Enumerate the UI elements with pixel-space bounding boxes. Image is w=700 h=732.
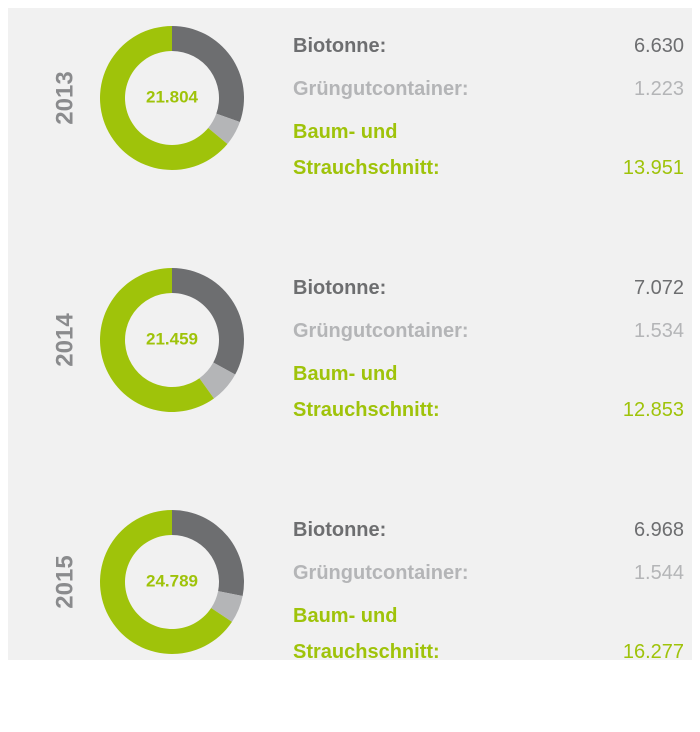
legend-row: Baum- und Strauchschnitt: 12.853 [293, 356, 684, 428]
total-label: 21.459 [146, 329, 198, 348]
legend-label: Grüngutcontainer: [293, 320, 469, 342]
total-label: 21.804 [146, 87, 199, 106]
legend-label: Grüngutcontainer: [293, 78, 469, 100]
legend-value: 12.853 [622, 399, 684, 421]
legend-label: Biotonne: [293, 35, 387, 57]
legend-row: Grüngutcontainer: 1.544 [293, 555, 684, 591]
donut-chart: 2013 21.804 [51, 26, 245, 171]
year-label: 2014 [51, 313, 78, 367]
legend-value: 16.277 [622, 641, 684, 663]
donut-segment [99, 26, 228, 171]
legend-value: 7.072 [633, 277, 684, 299]
legend-label: Baum- und Strauchschnitt: [293, 121, 440, 179]
legend-label: Baum- und Strauchschnitt: [293, 605, 440, 663]
donut-segment [100, 268, 214, 412]
legend-value: 1.544 [633, 562, 684, 584]
donut-segment [100, 510, 232, 654]
legend-row: Grüngutcontainer: 1.534 [293, 313, 684, 349]
donut-segment [211, 591, 243, 622]
legend-row: Biotonne: 6.968 [293, 512, 684, 548]
legend-row: Biotonne: 7.072 [293, 270, 684, 306]
donut-segment [172, 510, 245, 596]
chart-block: 2014 21.459 Biotonne: 7.072 Grüngutcontainer… [8, 250, 692, 490]
year-label: 2013 [51, 71, 78, 124]
donut-segment [199, 362, 236, 399]
legend-row: Grüngutcontainer: 1.223 [293, 71, 684, 107]
legend-value: 1.223 [633, 78, 684, 100]
donut-segment [172, 26, 245, 122]
chart-block: 2015 24.789 Biotonne: 6.968 Grüngutcontainer… [8, 492, 692, 732]
legend: Biotonne: 6.968 Grüngutcontainer: 1.544 Baum… [293, 512, 684, 677]
legend-row: Baum- und Strauchschnitt: 13.951 [293, 114, 684, 186]
donut-chart: 2015 24.789 [51, 510, 245, 654]
donut-segment [172, 268, 244, 375]
legend-value: 6.630 [633, 35, 684, 57]
legend-value: 13.951 [622, 157, 684, 179]
legend: Biotonne: 6.630 Grüngutcontainer: 1.223 Baum… [293, 28, 684, 193]
legend-label: Baum- und Strauchschnitt: [293, 363, 440, 421]
legend-row: Baum- und Strauchschnitt: 16.277 [293, 598, 684, 670]
legend-label: Grüngutcontainer: [293, 562, 469, 584]
legend: Biotonne: 7.072 Grüngutcontainer: 1.534 Baum… [293, 270, 684, 435]
legend-row: Biotonne: 6.630 [293, 28, 684, 64]
year-label: 2015 [51, 555, 78, 608]
donut-chart: 2014 21.459 [51, 268, 244, 412]
panel: 2013 21.804 Biotonne: 6.630 Grüngutcontainer… [8, 8, 692, 663]
legend-value: 6.968 [633, 519, 684, 541]
chart-block: 2013 21.804 Biotonne: 6.630 Grüngutcontainer… [8, 8, 692, 248]
legend-label: Biotonne: [293, 519, 387, 541]
legend-label: Biotonne: [293, 277, 387, 299]
donut-segment [208, 113, 240, 144]
total-label: 24.789 [146, 571, 198, 590]
legend-value: 1.534 [633, 320, 684, 342]
